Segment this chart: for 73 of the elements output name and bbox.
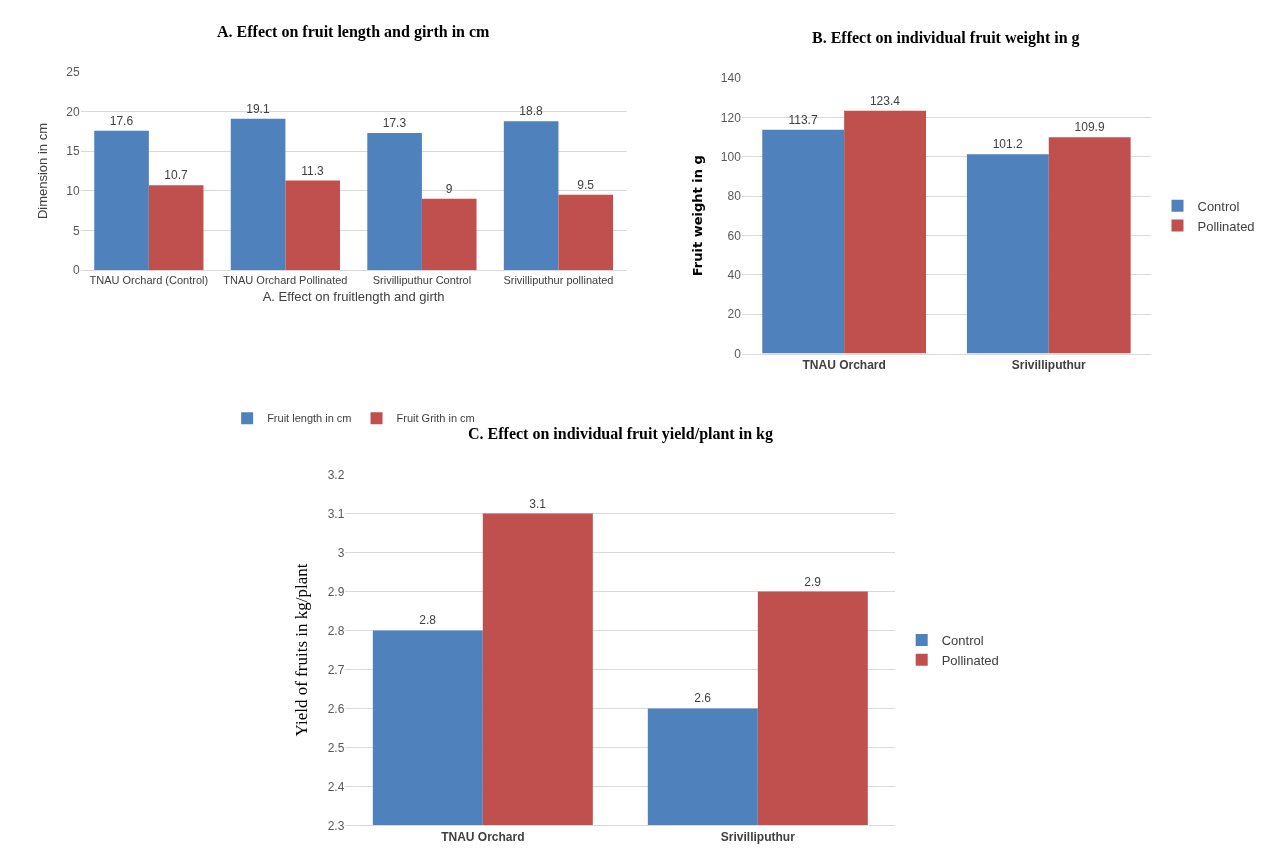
y-tick-label: 25 <box>66 65 80 80</box>
data-label: 101.2 <box>992 137 1024 152</box>
bar <box>285 180 340 271</box>
data-label: 17.3 <box>382 116 407 131</box>
x-axis-title: A. Effect on fruitlength and girth <box>262 288 445 304</box>
data-label: 9 <box>445 181 453 196</box>
y-tick-label: 3 <box>337 545 345 560</box>
legend-label: Pollinated <box>941 652 999 668</box>
data-label: 2.8 <box>419 613 437 628</box>
y-tick-label: 2.3 <box>327 818 345 833</box>
legend-label: Fruit length in cm <box>267 412 352 425</box>
y-tick-label: 80 <box>727 189 742 204</box>
y-tick-label: 3.1 <box>327 506 345 521</box>
data-label: 11.3 <box>301 163 325 178</box>
y-tick-label: 20 <box>66 104 80 119</box>
bar <box>558 194 614 271</box>
legend-label: Fruit Grith in cm <box>396 412 475 425</box>
data-label: 123.4 <box>869 93 901 108</box>
chart-title: B. Effect on individual fruit weight in g <box>812 29 1080 47</box>
data-label: 10.7 <box>164 168 188 183</box>
y-tick-label: 140 <box>720 71 742 86</box>
y-tick-label: 2.4 <box>327 779 345 794</box>
data-label: 18.8 <box>519 104 543 119</box>
legend-label: Control <box>941 632 984 648</box>
y-tick-label: 40 <box>727 268 742 282</box>
bar <box>94 130 149 271</box>
data-label: 19.1 <box>246 101 270 116</box>
y-tick-label: 2.7 <box>327 662 345 677</box>
y-tick-label: 15 <box>66 144 80 159</box>
bar <box>966 154 1049 354</box>
bar <box>148 185 204 271</box>
bar <box>230 118 286 271</box>
x-tick-label: TNAU Orchard (Control) <box>89 274 209 287</box>
y-tick-label: 3.2 <box>327 467 345 482</box>
y-tick-label: 20 <box>727 307 742 322</box>
y-tick-label: 2.6 <box>327 701 345 716</box>
legend-label: Control <box>1197 198 1240 214</box>
x-tick-label: TNAU Orchard <box>802 357 886 372</box>
y-tick-label: 10 <box>66 184 80 199</box>
x-tick-label: Srivilliputhur Control <box>372 274 472 287</box>
chart-title: A. Effect on fruit length and girth in cm <box>217 23 491 41</box>
y-tick-label: 2.5 <box>327 740 345 755</box>
y-axis-title: Fruit weight in g <box>689 155 705 277</box>
y-tick-label: 100 <box>720 149 742 164</box>
y-axis-title: Dimension in cm <box>35 123 51 220</box>
bar <box>762 129 845 354</box>
data-label: 109.9 <box>1074 120 1105 135</box>
y-tick-label: 60 <box>727 228 742 243</box>
y-tick-label: 120 <box>720 110 742 125</box>
x-tick-label: TNAU Orchard <box>441 829 525 844</box>
x-tick-label: Srivilliputhur <box>1011 357 1087 372</box>
y-tick-label: 0 <box>72 263 80 278</box>
data-label: 2.6 <box>694 691 712 706</box>
y-tick-label: 2.8 <box>327 623 345 638</box>
y-tick-label: 5 <box>72 223 80 238</box>
bar <box>844 110 926 354</box>
chart-title: C. Effect on individual fruit yield/plant in kg <box>468 425 773 443</box>
data-label: 113.7 <box>788 112 818 127</box>
bar <box>421 198 477 271</box>
bar <box>1048 137 1131 354</box>
data-label: 2.9 <box>804 574 822 589</box>
bar <box>367 133 422 271</box>
x-tick-label: Srivilliputhur <box>720 829 796 844</box>
data-label: 9.5 <box>577 177 595 192</box>
y-tick-label: 2.9 <box>327 584 345 599</box>
bar <box>503 121 559 271</box>
data-label: 17.6 <box>109 113 134 128</box>
y-axis-title: Yield of fruits in kg/plant <box>292 563 312 737</box>
data-label: 3.1 <box>529 496 547 511</box>
x-tick-label: Srivilliputhur pollinated <box>503 274 614 287</box>
y-tick-label: 0 <box>734 346 742 361</box>
legend-label: Pollinated <box>1197 218 1255 234</box>
x-tick-label: TNAU Orchard Pollinated <box>223 274 348 287</box>
